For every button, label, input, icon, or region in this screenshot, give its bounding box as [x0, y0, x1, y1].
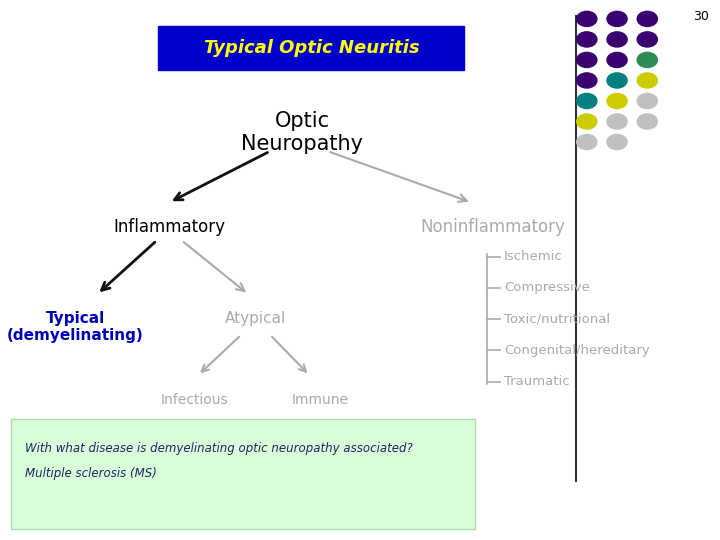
- Circle shape: [607, 114, 627, 129]
- Text: With what disease is demyelinating optic neuropathy associated?: With what disease is demyelinating optic…: [25, 442, 413, 455]
- Text: Multiple sclerosis (MS): Multiple sclerosis (MS): [25, 467, 157, 480]
- Circle shape: [607, 32, 627, 47]
- Text: Typical
(demyelinating): Typical (demyelinating): [7, 310, 144, 343]
- Circle shape: [577, 114, 597, 129]
- Text: Congenital/hereditary: Congenital/hereditary: [504, 344, 649, 357]
- Circle shape: [637, 114, 657, 129]
- Circle shape: [577, 11, 597, 26]
- Text: Inflammatory: Inflammatory: [113, 218, 225, 236]
- Circle shape: [577, 93, 597, 109]
- FancyBboxPatch shape: [11, 418, 475, 529]
- Text: 30: 30: [693, 10, 709, 23]
- FancyBboxPatch shape: [158, 26, 464, 70]
- Circle shape: [637, 11, 657, 26]
- Circle shape: [607, 93, 627, 109]
- Circle shape: [577, 52, 597, 68]
- Circle shape: [607, 52, 627, 68]
- Circle shape: [577, 32, 597, 47]
- Text: Noninflammatory: Noninflammatory: [420, 218, 566, 236]
- Circle shape: [607, 134, 627, 150]
- Circle shape: [637, 73, 657, 88]
- Text: Toxic/nutritional: Toxic/nutritional: [504, 313, 610, 326]
- Circle shape: [607, 73, 627, 88]
- Circle shape: [577, 134, 597, 150]
- Circle shape: [637, 32, 657, 47]
- Text: Infectious: Infectious: [161, 393, 228, 407]
- Text: Ischemic: Ischemic: [504, 250, 563, 263]
- Circle shape: [637, 52, 657, 68]
- Circle shape: [607, 11, 627, 26]
- Text: Compressive: Compressive: [504, 281, 590, 294]
- Text: Typical Optic Neuritis: Typical Optic Neuritis: [204, 39, 419, 57]
- Text: Immune: Immune: [292, 393, 349, 407]
- Circle shape: [577, 73, 597, 88]
- Text: Traumatic: Traumatic: [504, 375, 570, 388]
- Circle shape: [637, 93, 657, 109]
- Text: Atypical: Atypical: [225, 311, 287, 326]
- Text: Optic
Neuropathy: Optic Neuropathy: [241, 111, 364, 154]
